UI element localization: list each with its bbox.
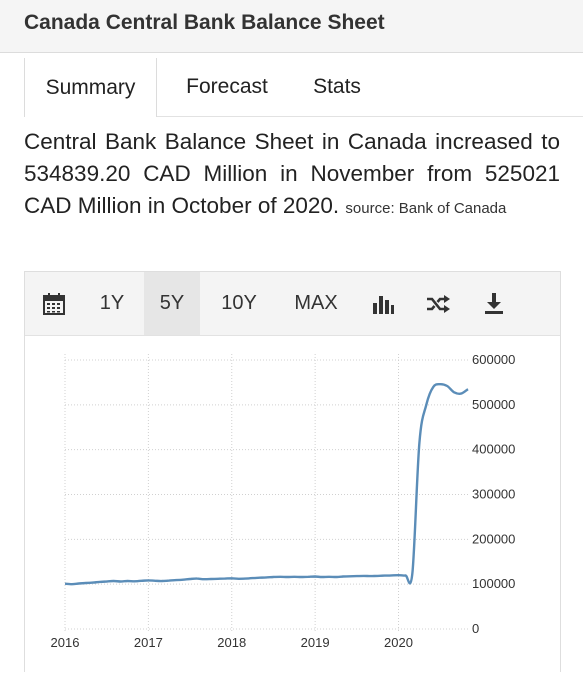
tab-bar: Summary Forecast Stats <box>24 58 583 117</box>
range-1y-button[interactable]: 1Y <box>99 292 125 314</box>
x-tick-label: 2018 <box>217 635 246 650</box>
chart-toolbar: 1Y 5Y 10Y MAX <box>25 272 560 336</box>
y-tick-label: 100000 <box>472 576 515 591</box>
tab-stats[interactable]: Stats <box>313 75 361 98</box>
line-chart: 0 100000 200000 300000 400000 500000 600000 20… <box>51 352 516 650</box>
bar-chart-icon[interactable] <box>359 272 407 335</box>
series-line <box>64 382 469 586</box>
x-tick-label: 2019 <box>301 635 330 650</box>
y-tick-label: 200000 <box>472 531 515 546</box>
x-tick-label: 2016 <box>51 635 80 650</box>
summary-paragraph: Central Bank Balance Sheet in Canada inc… <box>24 126 560 225</box>
calendar-icon[interactable] <box>31 272 77 335</box>
tab-forecast[interactable]: Forecast <box>186 75 268 98</box>
shuffle-icon[interactable] <box>413 272 463 335</box>
y-tick-label: 300000 <box>472 487 515 502</box>
y-tick-label: 0 <box>472 621 479 636</box>
y-tick-label: 500000 <box>472 397 515 412</box>
y-tick-label: 600000 <box>472 352 515 367</box>
summary-text: Central Bank Balance Sheet in Canada inc… <box>24 129 560 218</box>
page-header: Canada Central Bank Balance Sheet <box>0 0 583 53</box>
x-tick-label: 2020 <box>384 635 413 650</box>
page-title: Canada Central Bank Balance Sheet <box>24 11 385 34</box>
chart-panel: 1Y 5Y 10Y MAX <box>24 271 561 672</box>
tab-summary[interactable]: Summary <box>24 58 157 117</box>
y-tick-label: 400000 <box>472 442 515 457</box>
x-tick-label: 2017 <box>134 635 163 650</box>
range-max-button[interactable]: MAX <box>294 292 338 314</box>
range-10y-button[interactable]: 10Y <box>221 292 257 314</box>
source-text: source: Bank of Canada <box>345 200 507 217</box>
range-5y-button[interactable]: 5Y <box>144 272 200 335</box>
download-icon[interactable] <box>469 272 519 335</box>
